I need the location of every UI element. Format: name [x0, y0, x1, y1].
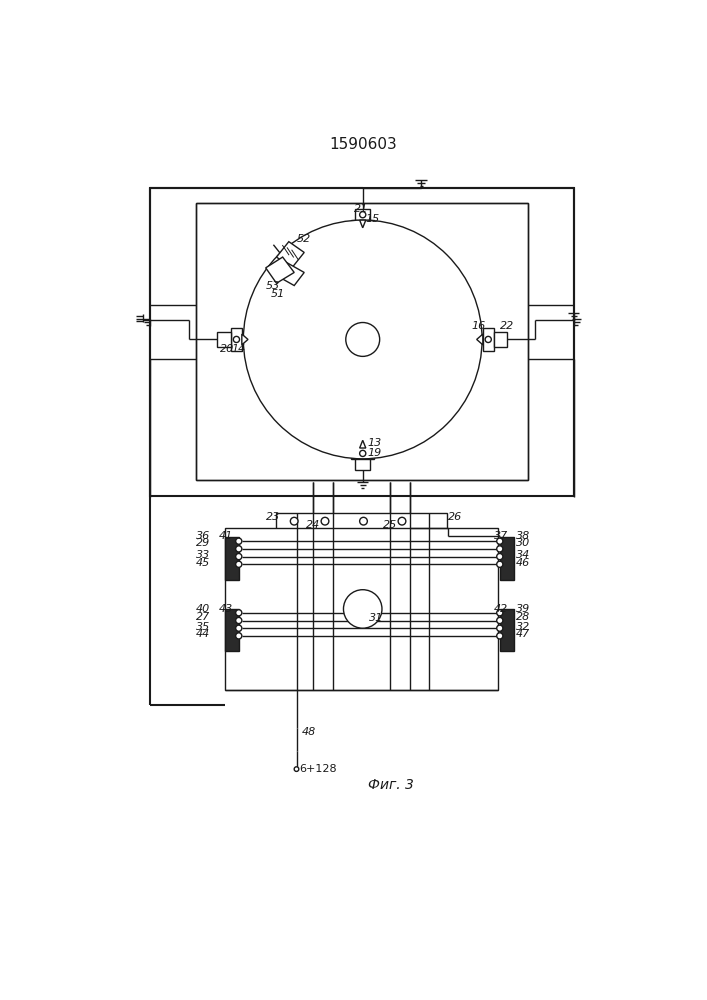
Circle shape — [485, 336, 491, 343]
Circle shape — [235, 546, 242, 552]
Polygon shape — [276, 262, 304, 286]
Bar — [355, 459, 370, 470]
Text: Фиг. 3: Фиг. 3 — [368, 778, 414, 792]
Bar — [500, 609, 514, 651]
Circle shape — [346, 323, 380, 356]
Text: 47: 47 — [516, 629, 530, 639]
Text: 24: 24 — [306, 520, 320, 530]
Text: 34: 34 — [516, 550, 530, 560]
Bar — [351, 220, 374, 231]
Text: 28: 28 — [516, 612, 530, 622]
Circle shape — [235, 625, 242, 631]
Text: 29: 29 — [196, 538, 210, 548]
Bar — [493, 332, 508, 347]
Text: 27: 27 — [196, 612, 210, 622]
Circle shape — [497, 561, 503, 567]
Bar — [483, 328, 493, 351]
Circle shape — [360, 517, 368, 525]
Circle shape — [497, 554, 503, 560]
Polygon shape — [242, 334, 248, 345]
Polygon shape — [477, 334, 483, 345]
Text: 36: 36 — [196, 531, 210, 541]
Circle shape — [294, 767, 299, 771]
Circle shape — [497, 538, 503, 544]
Circle shape — [360, 450, 366, 456]
Text: 25: 25 — [383, 520, 397, 530]
Bar — [217, 332, 231, 347]
Text: 40: 40 — [196, 604, 210, 614]
Circle shape — [235, 633, 242, 639]
Text: 35: 35 — [196, 622, 210, 632]
Circle shape — [235, 610, 242, 616]
Circle shape — [291, 517, 298, 525]
Circle shape — [321, 517, 329, 525]
Text: 51: 51 — [271, 289, 286, 299]
Bar — [225, 537, 239, 580]
Text: 37: 37 — [494, 531, 508, 541]
Text: 48: 48 — [302, 727, 316, 737]
Text: 14: 14 — [231, 344, 245, 354]
Text: 21: 21 — [354, 204, 368, 214]
Text: 6+128: 6+128 — [300, 764, 337, 774]
Text: 20: 20 — [219, 344, 234, 354]
Circle shape — [235, 554, 242, 560]
Text: 26: 26 — [448, 512, 462, 522]
Polygon shape — [360, 220, 366, 228]
Polygon shape — [360, 440, 366, 448]
Text: 30: 30 — [516, 538, 530, 548]
Circle shape — [497, 625, 503, 631]
Text: 41: 41 — [218, 531, 233, 541]
Text: 16: 16 — [472, 321, 486, 331]
Bar — [197, 203, 527, 480]
Circle shape — [235, 561, 242, 567]
Text: 42: 42 — [494, 604, 508, 614]
Circle shape — [497, 617, 503, 624]
Circle shape — [243, 220, 482, 459]
Circle shape — [233, 336, 240, 343]
Text: 43: 43 — [218, 604, 233, 614]
Text: 31: 31 — [369, 613, 383, 623]
Bar — [150, 188, 573, 496]
Bar — [351, 448, 374, 459]
Text: 22: 22 — [500, 321, 514, 331]
Text: 53: 53 — [266, 281, 280, 291]
Text: 39: 39 — [516, 604, 530, 614]
Text: 33: 33 — [196, 550, 210, 560]
Bar — [231, 328, 242, 351]
Circle shape — [235, 617, 242, 624]
Text: 1590603: 1590603 — [329, 137, 397, 152]
Circle shape — [497, 633, 503, 639]
Text: 13: 13 — [368, 438, 382, 448]
Text: 46: 46 — [516, 558, 530, 568]
Text: 44: 44 — [196, 629, 210, 639]
Text: 38: 38 — [516, 531, 530, 541]
Bar — [225, 609, 239, 651]
Text: 45: 45 — [196, 558, 210, 568]
Text: 32: 32 — [516, 622, 530, 632]
Circle shape — [235, 538, 242, 544]
Bar — [355, 209, 370, 220]
Polygon shape — [276, 242, 304, 268]
Circle shape — [344, 590, 382, 628]
Circle shape — [398, 517, 406, 525]
Bar — [225, 528, 498, 690]
Circle shape — [360, 212, 366, 218]
Text: 23: 23 — [266, 512, 280, 522]
Polygon shape — [266, 257, 294, 283]
Bar — [500, 537, 514, 580]
Text: 19: 19 — [368, 448, 382, 458]
Text: 15: 15 — [366, 214, 380, 224]
Circle shape — [497, 546, 503, 552]
Text: 52: 52 — [296, 234, 311, 244]
Bar — [276, 513, 448, 530]
Circle shape — [497, 610, 503, 616]
